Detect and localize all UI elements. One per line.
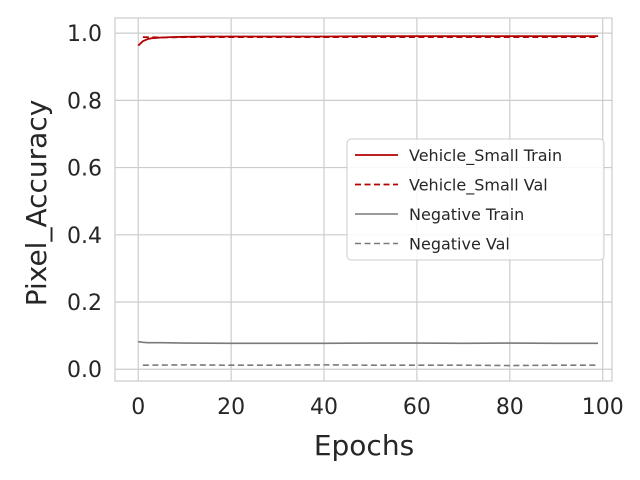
series-line-vehicle-small-train (137, 35, 599, 47)
series-line-negative-val (142, 364, 599, 367)
y-tick-label: 1.0 (67, 22, 102, 47)
x-tick-label: 20 (217, 395, 245, 420)
y-tick-label: 0.2 (67, 291, 102, 316)
y-tick-label: 0.0 (67, 358, 102, 383)
x-tick-label: 60 (403, 395, 431, 420)
plot-area-frame (114, 17, 613, 382)
y-tick-label: 0.4 (67, 224, 102, 249)
x-tick-label: 80 (496, 395, 524, 420)
legend-box (346, 138, 605, 261)
x-tick-label: 100 (582, 395, 624, 420)
x-tick-label: 40 (310, 395, 338, 420)
y-tick-label: 0.8 (67, 89, 102, 114)
legend-label: Vehicle_Small Val (409, 176, 548, 196)
y-axis-label: Pixel_Accuracy (20, 100, 53, 307)
legend-label: Negative Train (409, 205, 524, 224)
legend: Vehicle_Small Train Vehicle_Small Val Nega… (346, 138, 605, 261)
y-tick-label: 0.6 (67, 157, 102, 182)
x-axis-label: Epochs (314, 429, 414, 462)
legend-label: Negative Val (409, 235, 510, 254)
series-line-negative-train (138, 340, 599, 345)
tick-labels: 0 20 40 60 80 100 0.0 0.2 0.4 0.6 0.8 1.0 (67, 22, 624, 420)
x-tick-label: 0 (131, 395, 145, 420)
legend-label: Vehicle_Small Train (409, 146, 562, 166)
series-lines (137, 35, 599, 367)
